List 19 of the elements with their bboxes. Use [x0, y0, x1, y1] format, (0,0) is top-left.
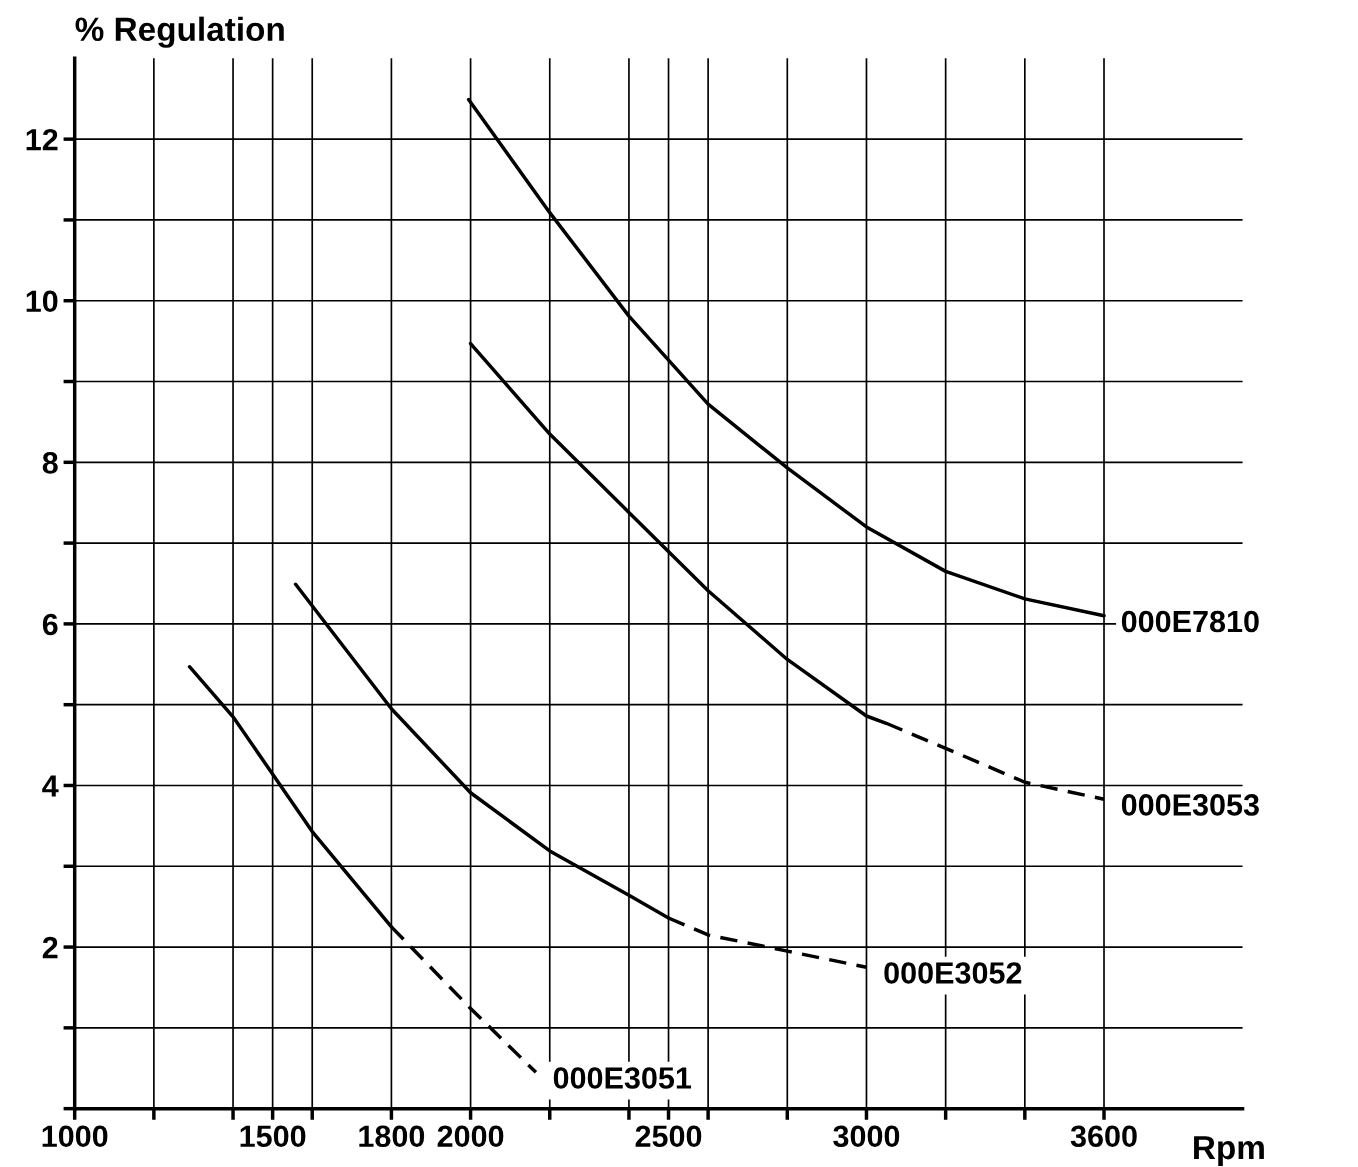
y-axis-title: % Regulation	[75, 16, 284, 48]
series-label: 000E3053	[1121, 794, 1259, 816]
series-label: 000E3052	[884, 962, 1022, 984]
y-tick-label: 6	[42, 613, 58, 636]
y-tick-label: 4	[42, 775, 59, 797]
y-tick-label: 2	[42, 936, 58, 959]
series-label: 000E7810	[1121, 610, 1259, 633]
x-tick-label: 1800	[359, 1125, 425, 1148]
y-tick-label: 10	[26, 290, 58, 313]
x-tick-label: 2500	[635, 1125, 702, 1148]
x-tick-label: 1000	[42, 1125, 108, 1148]
x-tick-label: 1500	[240, 1125, 306, 1148]
x-tick-label: 2000	[437, 1125, 504, 1148]
x-axis-title: Rpm	[1194, 1136, 1264, 1166]
x-tick-label: 3600	[1070, 1125, 1137, 1148]
x-tick-label: 3000	[833, 1125, 900, 1148]
y-tick-label: 12	[26, 128, 58, 151]
y-tick-label: 8	[42, 452, 58, 474]
series-label: 000E3051	[553, 1067, 692, 1089]
